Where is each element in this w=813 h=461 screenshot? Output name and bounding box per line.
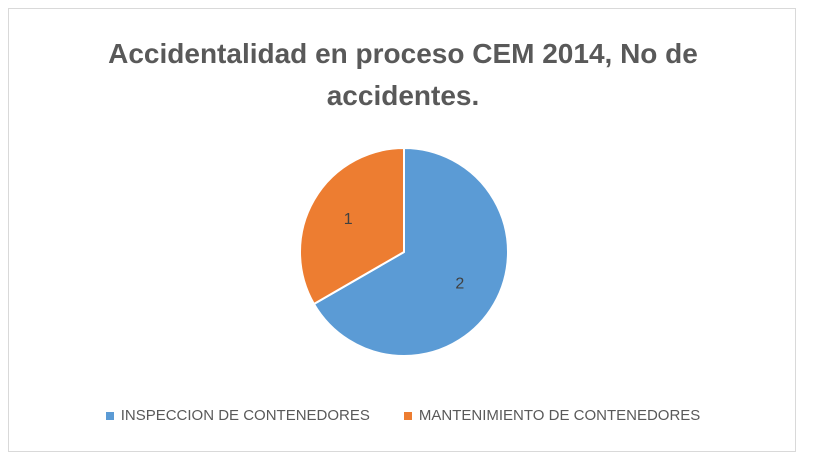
chart-area: Accidentalidad en proceso CEM 2014, No d… <box>8 8 796 452</box>
pie-plot: 21 <box>299 147 509 357</box>
chart-title: Accidentalidad en proceso CEM 2014, No d… <box>108 38 698 111</box>
data-label-2: 1 <box>344 211 353 228</box>
legend-swatch-1 <box>105 411 114 420</box>
legend-swatch-2 <box>403 411 412 420</box>
chart-legend: INSPECCION DE CONTENEDORES MANTENIMIENTO … <box>9 407 797 424</box>
legend-label-1: INSPECCION DE CONTENEDORES <box>120 407 370 424</box>
legend-item-1: INSPECCION DE CONTENEDORES <box>105 407 370 424</box>
pie-slice-2 <box>299 147 405 305</box>
data-label-1: 2 <box>455 275 464 292</box>
legend-label-2: MANTENIMIENTO DE CONTENEDORES <box>418 407 701 424</box>
pie-slice-1 <box>312 147 509 357</box>
legend-item-2: MANTENIMIENTO DE CONTENEDORES <box>403 407 701 424</box>
